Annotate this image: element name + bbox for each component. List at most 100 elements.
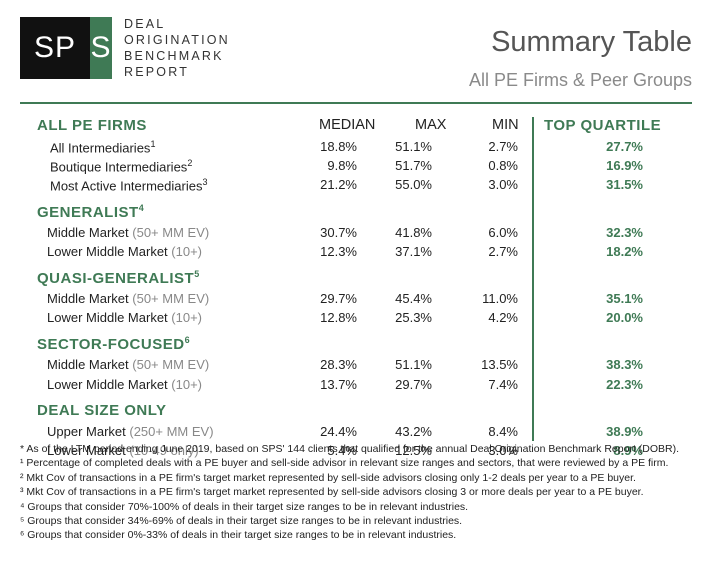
logo-mark-left-text: SP [33, 31, 77, 64]
max-value: 51.1% [395, 139, 432, 154]
row-name: Boutique Intermediaries [50, 159, 188, 175]
row-label: Lower Middle Market (10+) [47, 377, 202, 392]
logo-line: REPORT [124, 65, 190, 79]
row-label: Upper Market (250+ MM EV) [47, 424, 214, 439]
row-label: Lower Middle Market (10+) [47, 244, 202, 259]
median-value: 28.3% [320, 357, 357, 373]
page-subtitle: All PE Firms & Peer Groups [468, 70, 692, 90]
min-value: 4.2% [488, 310, 518, 326]
sps-logo: SP S DEAL ORIGINATION BENCHMARK REPORT [20, 17, 230, 79]
col-header-median: MEDIAN [319, 117, 376, 133]
footnote: ² Mkt Cov of transactions in a PE firm's… [20, 471, 636, 484]
header-divider [20, 102, 692, 104]
footnote: * As of the LTM period ending June 2019,… [20, 443, 680, 455]
max-value: 45.4% [395, 291, 432, 306]
median-value: 12.3% [320, 243, 357, 259]
top-quartile-value: 27.7% [606, 139, 643, 154]
median-value: 30.7% [320, 224, 357, 240]
footnote: ¹ Percentage of completed deals with a P… [20, 457, 669, 470]
row-name: Middle Market [47, 291, 129, 306]
logo-line: ORIGINATION [124, 33, 230, 47]
row-label: Most Active Intermediaries3 [50, 177, 207, 193]
section-header: SECTOR-FOCUSED6 [37, 335, 190, 353]
logo-line: DEAL [124, 17, 166, 31]
row-name: Lower Middle Market [47, 310, 168, 326]
max-value: 51.7% [395, 158, 432, 174]
row-label: Lower Market (10-49 only) [47, 443, 199, 458]
row-range: (50+ MM EV) [132, 291, 210, 306]
max-value: 12.5% [395, 443, 432, 458]
section-name: DEAL SIZE ONLY [37, 401, 167, 419]
min-value: 3.0% [488, 443, 518, 458]
row-range: (50+ MM EV) [132, 357, 210, 373]
logo-mark-right-text: S [90, 31, 112, 64]
row-name: Upper Market [47, 423, 126, 439]
section-name: ALL PE FIRMS [37, 117, 147, 134]
footnote: ⁴ Groups that consider 70%-100% of deals… [20, 500, 469, 513]
row-label: Middle Market (50+ MM EV) [47, 291, 209, 306]
median-value: 29.7% [320, 291, 357, 306]
row-range: (10+) [171, 376, 202, 392]
row-footnote-ref: 3 [202, 177, 208, 188]
min-value: 13.5% [481, 357, 518, 373]
row-range: (10+) [171, 243, 202, 259]
min-value: 3.0% [488, 177, 518, 193]
min-value: 8.4% [488, 423, 518, 439]
min-value: 2.7% [488, 243, 518, 259]
section-name: SECTOR-FOCUSED [37, 336, 185, 354]
median-value: 12.8% [320, 310, 357, 326]
top-quartile-value: 31.5% [606, 177, 643, 193]
row-label: All Intermediaries1 [50, 139, 155, 155]
row-label: Middle Market (50+ MM EV) [47, 357, 209, 372]
max-value: 43.2% [395, 423, 432, 439]
median-value: 9.8% [327, 158, 357, 174]
section-name: GENERALIST [37, 203, 139, 221]
footnote: ⁵ Groups that consider 34%-69% of deals … [20, 515, 463, 527]
median-value: 13.7% [320, 376, 357, 392]
row-range: (250+ MM EV) [129, 423, 214, 439]
page-title: Summary Table [491, 26, 692, 58]
median-value: 18.8% [320, 139, 357, 154]
median-value: 24.4% [320, 423, 357, 439]
row-label: Lower Middle Market (10+) [47, 310, 202, 325]
row-range: (10+) [171, 310, 202, 326]
logo-mark-right: S [90, 17, 112, 79]
section-header: DEAL SIZE ONLY [37, 402, 167, 419]
median-value: 5.4% [327, 443, 357, 458]
section-footnote-ref: 4 [138, 202, 145, 213]
footnote: ⁶ Groups that consider 0%-33% of deals i… [20, 529, 457, 542]
section-header: GENERALIST4 [37, 203, 144, 221]
row-name: Lower Middle Market [47, 243, 168, 259]
min-value: 7.4% [488, 376, 518, 392]
row-name: Lower Middle Market [47, 376, 168, 392]
top-quartile-divider [532, 117, 534, 441]
top-quartile-value: 16.9% [606, 158, 643, 174]
logo-wordmark: DEAL ORIGINATION BENCHMARK REPORT [124, 17, 230, 79]
row-label: Boutique Intermediaries2 [50, 158, 192, 174]
row-footnote-ref: 2 [187, 158, 193, 169]
section-footnote-ref: 5 [194, 269, 200, 279]
min-value: 2.7% [488, 139, 518, 154]
row-footnote-ref: 1 [150, 139, 156, 149]
logo-line: BENCHMARK [124, 49, 224, 63]
max-value: 29.7% [395, 376, 432, 392]
max-value: 37.1% [395, 243, 432, 259]
min-value: 11.0% [482, 291, 518, 306]
section-name: QUASI-GENERALIST [37, 270, 195, 287]
row-name: Lower Market [47, 443, 126, 458]
row-label: Middle Market (50+ MM EV) [47, 225, 209, 240]
max-value: 51.1% [395, 357, 432, 373]
top-quartile-value: 22.3% [606, 376, 643, 392]
top-quartile-value: 38.9% [606, 423, 643, 439]
section-header: QUASI-GENERALIST5 [37, 269, 200, 287]
max-value: 25.3% [395, 310, 432, 326]
min-value: 0.8% [488, 158, 518, 174]
row-range: (50+ MM EV) [132, 224, 210, 240]
footnote: ³ Mkt Cov of transactions in a PE firm's… [20, 486, 644, 499]
median-value: 21.2% [320, 177, 357, 193]
top-quartile-value: 38.3% [606, 357, 643, 373]
logo-mark-left: SP [20, 17, 90, 79]
top-quartile-value: 32.3% [606, 224, 643, 240]
row-range: (10-49 only) [129, 443, 199, 458]
section-footnote-ref: 6 [184, 335, 191, 346]
